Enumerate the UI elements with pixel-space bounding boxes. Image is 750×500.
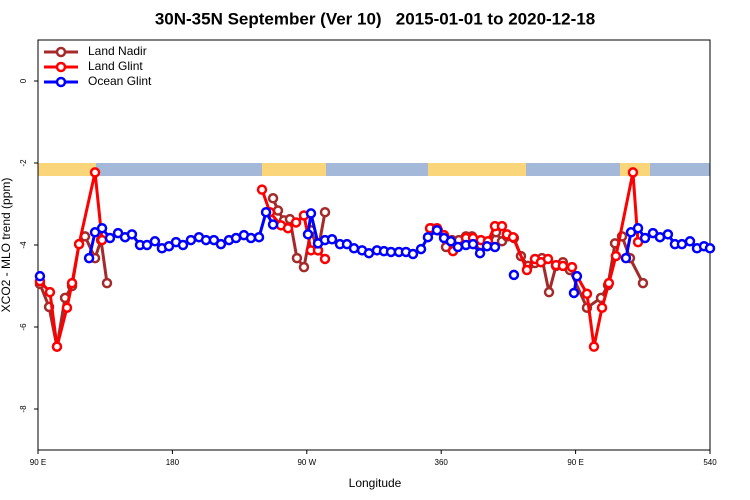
series — [34, 206, 716, 299]
data-point — [603, 277, 615, 289]
legend-label: Ocean Glint — [88, 74, 152, 88]
data-point — [363, 247, 375, 259]
data-point — [474, 247, 486, 259]
series-line — [38, 197, 645, 347]
ocean-strip — [38, 163, 710, 176]
data-point — [610, 250, 622, 262]
y-axis-label: XCO2 - MLO trend (ppm) — [0, 178, 13, 313]
y-tick-label: -6 — [19, 323, 28, 331]
data-point — [348, 243, 360, 254]
data-point — [302, 229, 314, 240]
data-point — [676, 238, 688, 250]
x-axis-label: Longitude — [349, 476, 402, 490]
data-point — [445, 236, 457, 247]
data-point — [496, 220, 508, 232]
data-point — [253, 231, 265, 243]
data-point — [452, 241, 464, 253]
data-point — [467, 238, 479, 250]
data-point — [177, 239, 189, 251]
data-point — [620, 252, 632, 264]
data-point — [571, 270, 583, 282]
data-point — [104, 232, 116, 244]
data-point — [282, 222, 294, 234]
y-tick-label: -2 — [19, 159, 28, 167]
legend-label: Land Nadir — [88, 44, 147, 58]
legend-marker — [55, 76, 67, 88]
data-point — [542, 253, 554, 265]
y-tick-label: 0 — [19, 78, 28, 83]
data-point — [272, 205, 284, 216]
land-strip — [262, 163, 326, 176]
data-point — [581, 288, 593, 300]
data-point — [260, 206, 272, 218]
data-point — [568, 287, 580, 299]
data-point — [639, 232, 651, 244]
data-point — [684, 236, 696, 247]
data-point — [588, 341, 600, 352]
data-point — [290, 217, 302, 228]
legend-marker — [55, 46, 67, 58]
data-point — [566, 261, 578, 273]
y-tick-label: -8 — [19, 405, 28, 413]
data-point — [637, 277, 649, 289]
data-point — [89, 167, 101, 178]
data-point — [319, 206, 331, 218]
map-strip — [38, 163, 710, 176]
data-point — [101, 277, 113, 289]
legend-marker — [55, 61, 67, 73]
data-point — [245, 232, 257, 244]
data-point — [489, 241, 501, 253]
data-point — [141, 239, 153, 251]
x-tick-label: 90 E — [567, 458, 583, 467]
data-point — [267, 219, 279, 230]
data-point — [557, 260, 569, 272]
data-point — [662, 229, 674, 240]
x-tick-label: 180 — [166, 458, 180, 467]
land-strip — [38, 163, 96, 176]
legend-label: Land Glint — [88, 59, 143, 73]
data-point — [422, 231, 434, 243]
x-tick-label: 540 — [703, 458, 717, 467]
series — [34, 193, 649, 352]
data-point — [507, 231, 519, 243]
x-tick-label: 90 W — [297, 458, 316, 467]
series — [34, 167, 644, 352]
data-point — [256, 184, 268, 195]
data-point — [543, 286, 555, 298]
data-point — [61, 302, 73, 313]
data-point — [51, 341, 63, 352]
data-point — [627, 167, 639, 178]
data-point — [298, 261, 310, 273]
data-point — [44, 286, 56, 298]
data-point — [319, 253, 331, 265]
data-point — [596, 302, 608, 313]
data-point — [291, 252, 303, 264]
data-point — [73, 238, 85, 250]
data-point — [267, 193, 279, 204]
x-tick-label: 360 — [435, 458, 449, 467]
data-point — [407, 248, 419, 260]
data-point — [632, 222, 644, 234]
data-point — [431, 224, 443, 236]
data-point — [521, 264, 533, 276]
data-point — [185, 234, 197, 246]
data-point — [215, 238, 227, 250]
land-strip — [428, 163, 526, 176]
data-point — [326, 234, 338, 245]
data-point — [149, 236, 161, 247]
data-point — [96, 222, 108, 234]
chart-title: 30N-35N September (Ver 10) 2015-01-01 to… — [155, 9, 595, 28]
data-point — [83, 252, 95, 264]
data-point — [126, 229, 138, 240]
data-point — [305, 208, 317, 219]
data-point — [508, 269, 520, 281]
data-point — [415, 243, 427, 255]
data-point — [66, 277, 78, 289]
data-point — [704, 243, 716, 254]
data-point — [34, 270, 46, 282]
y-tick-label: -4 — [19, 241, 28, 249]
x-tick-label: 90 E — [30, 458, 46, 467]
